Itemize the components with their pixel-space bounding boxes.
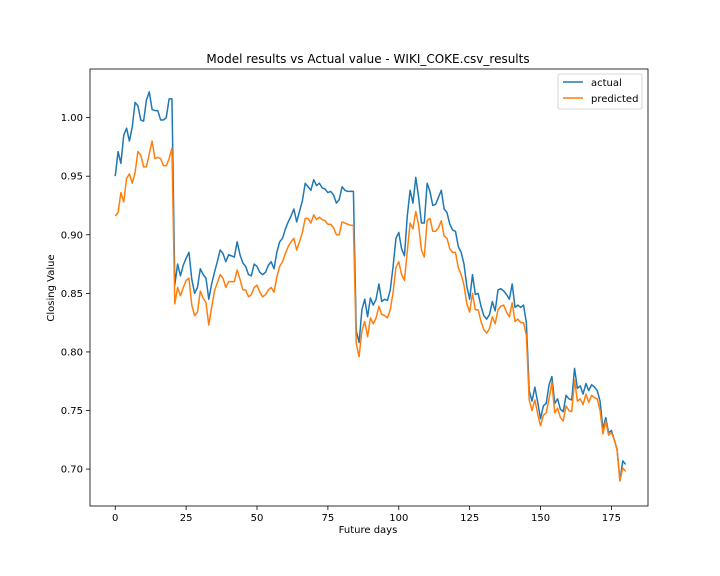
y-tick-label: 1.00 [61,113,83,124]
y-tick-label: 0.85 [61,289,83,300]
plot-area [89,68,649,507]
series-line-actual [114,91,627,482]
y-tick-label: 0.70 [61,465,83,476]
y-axis: 0.70 0.75 0.80 0.85 0.90 0.95 1.00 [61,113,90,476]
x-axis: 0 25 50 75 100 125 150 175 [112,506,621,524]
x-tick-label: 75 [322,513,335,524]
y-axis-label: Closing Value [46,254,57,321]
y-tick-label: 0.75 [61,406,83,417]
plot-frame [89,68,649,507]
x-tick-label: 100 [389,513,408,524]
x-tick-label: 0 [112,513,118,524]
chart-title: Model results vs Actual value - WIKI_COK… [206,52,529,66]
x-axis-label: Future days [339,525,398,536]
x-tick-label: 175 [602,513,621,524]
x-tick-label: 150 [531,513,550,524]
y-tick-label: 0.95 [61,172,83,183]
x-tick-label: 25 [180,513,193,524]
legend-label-actual: actual [591,78,622,89]
series-line-predicted [114,140,627,482]
x-tick-label: 50 [251,513,264,524]
legend: actual predicted [557,73,643,110]
series-layer [114,91,627,482]
y-tick-label: 0.80 [61,347,83,358]
y-tick-label: 0.90 [61,230,83,241]
x-tick-label: 125 [460,513,479,524]
legend-label-predicted: predicted [591,94,638,105]
